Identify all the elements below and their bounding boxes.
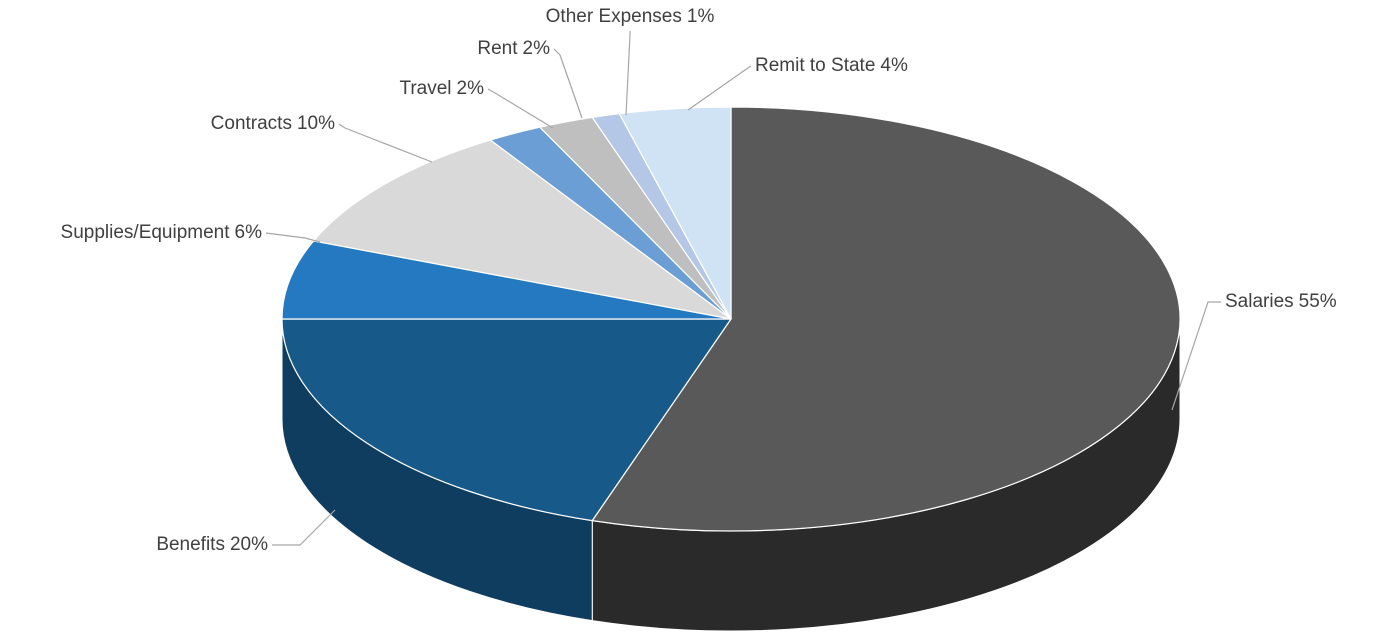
value-label: 10% (297, 113, 335, 134)
value-label: 2% (457, 78, 485, 99)
data-label: Other Expenses 1% (546, 6, 715, 27)
value-label: 1% (687, 6, 715, 27)
leader-line (338, 123, 433, 163)
leader-line (272, 509, 336, 546)
data-label: Salaries 55% (1225, 291, 1337, 312)
leader-line (553, 48, 583, 119)
data-label: Rent 2% (477, 38, 550, 59)
data-label: Contracts 10% (211, 113, 335, 134)
slice (281, 318, 733, 522)
value-label: 6% (235, 222, 263, 243)
category-name: Contracts (211, 113, 292, 134)
category-name: Rent (477, 38, 518, 59)
category-name: Salaries (1225, 291, 1294, 312)
leader-line (687, 65, 752, 111)
data-label: Travel 2% (399, 78, 484, 99)
leader-line (1171, 301, 1221, 411)
slice (591, 106, 1181, 532)
leader-line (265, 232, 321, 243)
leader-line (487, 88, 554, 129)
category-name: Supplies/Equipment (61, 222, 231, 243)
data-label: Benefits 20% (156, 534, 268, 555)
leader-line (625, 31, 631, 116)
data-label: Supplies/Equipment 6% (61, 222, 263, 243)
value-label: 4% (880, 55, 908, 76)
category-name: Travel (399, 78, 451, 99)
data-label: Remit to State 4% (755, 55, 908, 76)
value-label: 55% (1299, 291, 1337, 312)
slice (312, 139, 732, 320)
category-name: Other Expenses (546, 6, 682, 27)
value-label: 2% (523, 38, 551, 59)
slice (618, 106, 732, 320)
category-name: Remit to State (755, 55, 875, 76)
slice (281, 240, 732, 320)
value-label: 20% (230, 534, 268, 555)
category-name: Benefits (156, 534, 225, 555)
